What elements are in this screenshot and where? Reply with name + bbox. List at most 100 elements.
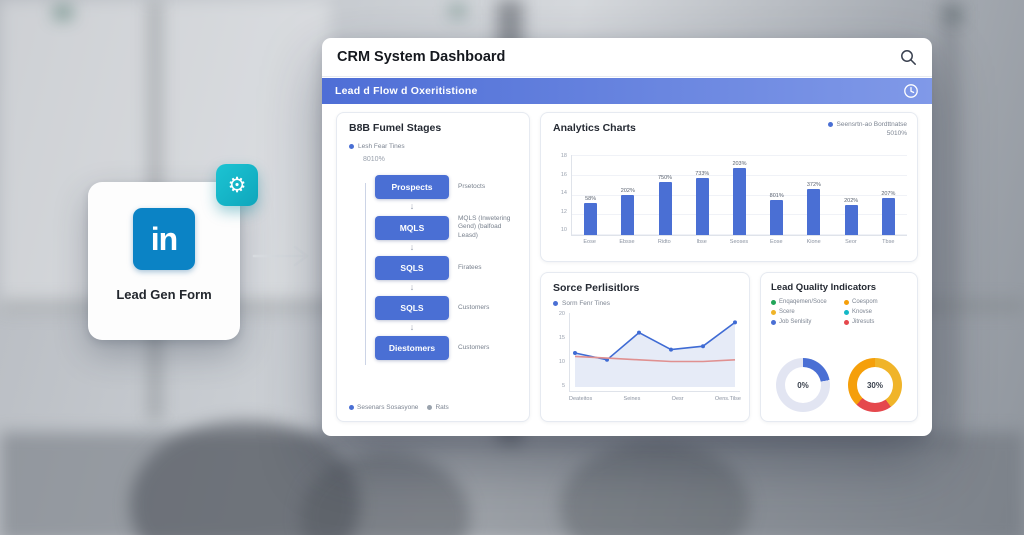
crm-dashboard-window: CRM System Dashboard Lead d Flow d Oxeri… [322,38,932,436]
bar [621,195,635,235]
y-axis-tick: 18 [560,153,567,159]
legend-label: Rats [435,404,449,411]
bar-chart-x-axis: Eose Ebsse Ridto Ibse Seoses Eose Kione Seor Tbs… [571,239,907,245]
legend-label: Jitresuts [852,319,875,325]
line-series [574,321,736,361]
legend-dot [771,319,776,325]
legend-label: Seensrtn-ao Bordttnatse [836,121,907,128]
y-axis-tick: 5 [561,383,565,389]
legend-dot [349,144,354,149]
bar-chart-y-axis: 18 16 14 12 10 [547,153,567,233]
bar [695,178,709,235]
bar-value-label: 372% [806,181,821,188]
line-chart-svg [573,320,737,387]
analytics-panel-title: Analytics Charts [553,122,636,134]
legend-dot [771,299,776,305]
bar-group: 58% [578,155,604,235]
legend-dot [844,319,849,325]
legend-label: Sorm Fenr Tines [562,300,611,307]
donut-charts: 0% 30% [761,358,917,412]
legend-dot [427,405,433,410]
legend-dot [827,122,833,127]
line-marker [573,351,577,355]
legend-item: Jitresuts [844,319,915,325]
legend-item: Scere [771,309,842,315]
legend-dot [349,405,354,410]
funnel-panel-title: B8B Fumel Stages [349,122,442,134]
legend-label: Knovse [852,309,873,315]
funnel-stage-button[interactable]: MQLS [375,215,449,240]
x-axis-label: Eose [770,239,783,245]
line-marker [637,330,641,335]
legend-item: Job Senlsity [771,319,842,325]
bar-chart-bars: 58% 202% 750% 733% 203% 801% 372% 202% 207% [572,155,907,235]
bar [658,182,672,235]
funnel-stage-button[interactable]: SQLS [375,256,449,281]
bar [844,204,858,235]
bar-value-label: 750% [658,175,673,182]
x-axis-label: Seines [623,396,641,402]
funnel-footer-legend: Sesenars Sosasyone Rats [349,404,449,411]
y-axis-tick: 14 [560,190,567,196]
funnel-stage-button[interactable]: SQLS [375,296,449,321]
bar-value-label: 207% [881,191,896,198]
analytics-legend: Seensrtn-ao Bordttnatse 5010% [827,121,907,137]
funnel-legend: Lesh Fear Tines [349,143,405,150]
window-mullion [940,0,960,455]
bar [807,188,821,235]
legend-label: Scere [779,309,795,315]
bar [770,199,784,235]
funnel-stage-side-label: Prsetocts [458,182,486,190]
bar-chart: 58% 202% 750% 733% 203% 801% 372% 202% 207% [571,155,907,236]
source-panel-title: Sorce Perlisitlors [553,282,640,294]
bar-value-label: 801% [769,192,784,199]
bar-group: 207% [875,155,901,235]
legend-label: Coespom [852,299,878,305]
legend-label: Enqaqemen/Soce [779,299,827,305]
line-marker [669,347,673,352]
funnel-stage-side-label: Customers [458,344,490,352]
y-axis-tick: 20 [558,311,565,317]
bar-group: 372% [801,155,827,235]
line-series-area [575,322,735,387]
clock-icon[interactable] [903,83,919,99]
automation-badge[interactable]: ⚙ [216,164,258,206]
dashboard-title: CRM System Dashboard [337,49,506,65]
funnel-stage-button[interactable]: Prospects [375,175,449,199]
bar [881,198,895,235]
arrow-down-icon: ↓ [409,322,415,333]
source-panel: Sorce Perlisitlors Sorm Fenr Tines 20 15 1… [540,272,750,422]
x-axis-label: Seor [845,239,857,245]
bar-value-label: 58% [585,196,597,202]
linkedin-logo: in [133,208,195,270]
legend-item: Knovse [844,309,915,315]
x-axis-label: Deateitos [569,396,593,402]
analytics-legend-value: 5010% [886,130,907,137]
funnel-stages: Prospects Prsetocts ↓ MQLS MQLS (Inwetering … [375,175,523,361]
gear-icon: ⚙ [227,173,247,197]
quality-panel: Lead Quality Indicators Enqaqemen/Soce Co… [760,272,918,422]
funnel-stage-row: MQLS MQLS (Inwetering Gend) (balfoad Leas… [375,215,523,240]
x-axis-label: Oens.Tilse [714,396,741,402]
analytics-panel: Analytics Charts Seensrtn-ao Bordttnatse… [540,112,918,262]
bar-value-label: 203% [732,160,747,167]
line-chart-y-axis: 20 15 10 5 [548,311,565,389]
connector-arrow-icon [252,245,309,267]
source-legend: Sorm Fenr Tines [553,300,610,307]
bar [732,167,746,235]
legend-label: Sesenars Sosasyone [357,404,419,411]
floor-shadow [0,432,1024,535]
line-series [574,355,736,363]
funnel-stage-button[interactable]: Diestomers [375,336,449,361]
linkedin-card[interactable]: in Lead Gen Form [88,182,240,340]
x-axis-label: Oesr [671,396,684,402]
legend-dot [844,299,849,305]
bar-group: 733% [689,155,715,235]
quality-panel-title: Lead Quality Indicators [771,282,877,293]
funnel-stage-row: Prospects Prsetocts [375,175,523,199]
legend-item: Seensrtn-ao Bordttnatse [827,121,907,128]
line-marker [733,320,737,325]
y-axis-tick: 10 [558,359,565,365]
legend-label: Job Senlsity [779,319,812,325]
search-icon[interactable] [900,49,917,66]
